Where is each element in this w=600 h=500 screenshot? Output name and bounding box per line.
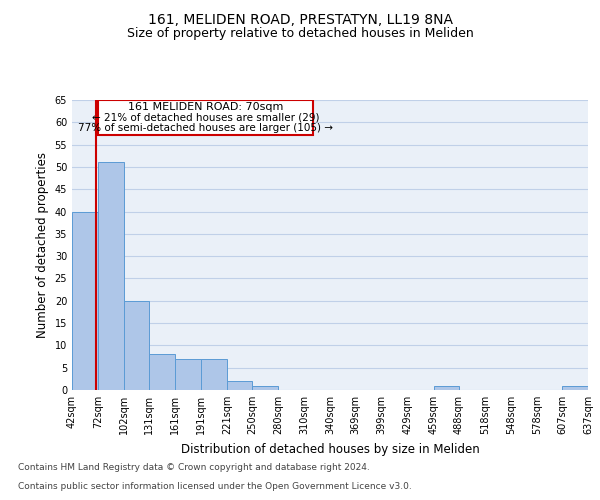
Text: ← 21% of detached houses are smaller (29): ← 21% of detached houses are smaller (29… bbox=[92, 112, 319, 122]
Bar bbox=[434, 386, 459, 390]
Bar bbox=[175, 359, 201, 390]
Bar bbox=[201, 359, 227, 390]
X-axis label: Distribution of detached houses by size in Meliden: Distribution of detached houses by size … bbox=[181, 442, 479, 456]
Bar bbox=[72, 212, 98, 390]
Text: Contains HM Land Registry data © Crown copyright and database right 2024.: Contains HM Land Registry data © Crown c… bbox=[18, 464, 370, 472]
Y-axis label: Number of detached properties: Number of detached properties bbox=[36, 152, 49, 338]
Text: 77% of semi-detached houses are larger (105) →: 77% of semi-detached houses are larger (… bbox=[78, 123, 333, 133]
Bar bbox=[98, 162, 124, 390]
FancyBboxPatch shape bbox=[98, 100, 313, 135]
Bar bbox=[227, 381, 253, 390]
Bar bbox=[562, 386, 588, 390]
Bar bbox=[124, 301, 149, 390]
Text: Contains public sector information licensed under the Open Government Licence v3: Contains public sector information licen… bbox=[18, 482, 412, 491]
Bar bbox=[149, 354, 175, 390]
Text: 161 MELIDEN ROAD: 70sqm: 161 MELIDEN ROAD: 70sqm bbox=[128, 102, 283, 112]
Bar bbox=[253, 386, 278, 390]
Text: Size of property relative to detached houses in Meliden: Size of property relative to detached ho… bbox=[127, 28, 473, 40]
Text: 161, MELIDEN ROAD, PRESTATYN, LL19 8NA: 161, MELIDEN ROAD, PRESTATYN, LL19 8NA bbox=[148, 12, 452, 26]
